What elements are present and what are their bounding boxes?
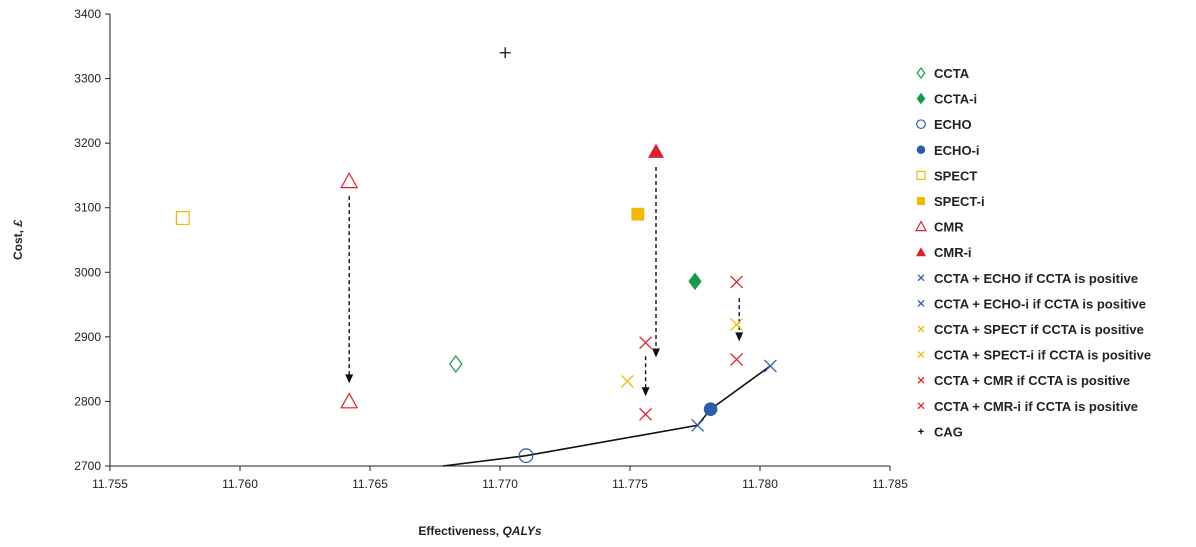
arrow-head-1 [345,374,354,384]
arrows [345,167,744,397]
x-tick-label-11.755: 11.755 [92,477,128,491]
y-tick-label-3100: 3100 [74,201,101,215]
x-tick-label-11.785: 11.785 [872,477,908,491]
legend-marker-cmr-i [916,247,926,257]
legend-marker-ccta-cmr-if-ccta-is-positive [917,376,925,384]
y-tick-label-2900: 2900 [74,330,101,344]
legend-marker-ccta-spect-if-ccta-is-positive [917,325,925,333]
point-ccta [449,354,463,373]
point-echo [518,448,534,464]
legend-marker-ccta-echo-if-ccta-is-positive [917,274,925,282]
legend-label-ccta-echo-i-if-ccta-is-positive: CCTA + ECHO-i if CCTA is positive [934,296,1146,311]
legend-label-echo: ECHO [934,117,972,132]
arrow-head-4 [735,332,744,342]
legend-marker-echo-i [916,145,926,155]
point-ccta-i [688,272,702,291]
y-ticks: 2700 2800 2900 3000 3100 3200 3300 3400 [74,7,110,473]
x-axis-title-unit: QALYs [502,524,541,538]
legend-marker-ccta-cmr-i-if-ccta-is-positive [917,402,925,410]
legend-label-cmr: CMR [934,220,964,235]
x-axis-title: Effectiveness, QALYs [418,524,541,538]
legend-marker-ccta [916,67,926,79]
legend-label-ccta: CCTA [934,66,970,81]
y-tick-label-3000: 3000 [74,265,101,279]
legend-marker-spect [916,170,926,180]
point-spect [175,211,190,226]
point-ccta-cmr-if-ccta-is-positive-2 [730,352,744,366]
x-tick-label-11.775: 11.775 [612,477,648,491]
y-axis-title: Cost, £ [11,220,25,260]
legend-marker-spect-i [917,197,925,205]
point-echo-i [703,402,718,416]
y-tick-label-3300: 3300 [74,72,101,86]
legend-marker-ccta-echo-i-if-ccta-is-positive [917,299,925,307]
legend-marker-cmr [914,220,928,232]
y-tick-label-2700: 2700 [74,459,101,473]
arrow-head-3 [641,387,650,397]
point-spect-i [631,207,645,221]
arrow-head-2 [652,348,660,358]
point-ccta-spect-if-ccta-is-positive [620,374,634,388]
legend-label-ccta-spect-i-if-ccta-is-positive: CCTA + SPECT-i if CCTA is positive [934,348,1151,363]
legend-marker-ccta-i [916,92,926,105]
point-ccta-echo-if-ccta-is-positive [691,418,705,432]
legend-label-echo-i: ECHO-i [934,143,980,158]
legend-label-spect: SPECT [934,168,977,183]
point-cmr-i [648,143,664,158]
legend-label-ccta-cmr-if-ccta-is-positive: CCTA + CMR if CCTA is positive [934,373,1130,388]
point-ccta-spect-i-if-ccta-is-positive [730,318,744,332]
y-axis-title-unit: £ [11,220,25,228]
cost-effectiveness-frontier [442,365,771,467]
legend-label-spect-i: SPECT-i [934,194,985,209]
legend-label-ccta-echo-if-ccta-is-positive: CCTA + ECHO if CCTA is positive [934,271,1138,286]
legend-label-cag: CAG [934,424,963,439]
data-points [175,47,777,464]
legend-label-ccta-spect-if-ccta-is-positive: CCTA + SPECT if CCTA is positive [934,322,1144,337]
x-ticks: 11.755 11.760 11.765 11.770 11.775 11.780 11.7… [92,466,908,491]
frontier-line [442,365,771,467]
legend: CCTA CCTA-i ECHO ECHO-i SPECT SPECT-i CMR CMR-i… [914,66,1151,439]
x-tick-label-11.780: 11.780 [742,477,778,491]
point-cag [499,47,511,59]
point-ccta-echo-i-if-ccta-is-positive [763,359,777,373]
point-cmr-2 [340,392,359,409]
x-tick-label-11.760: 11.760 [222,477,258,491]
x-tick-label-11.770: 11.770 [482,477,518,491]
legend-marker-echo [916,119,926,130]
legend-label-ccta-cmr-i-if-ccta-is-positive: CCTA + CMR-i if CCTA is positive [934,399,1138,414]
legend-label-cmr-i: CMR-i [934,245,972,260]
y-tick-label-3400: 3400 [74,7,101,21]
y-axis-title-text: Cost, [11,227,25,260]
point-ccta-cmr-if-ccta-is-positive-1 [639,407,653,421]
legend-marker-cag [918,428,924,435]
legend-marker-ccta-spect-i-if-ccta-is-positive [917,351,925,359]
y-tick-label-2800: 2800 [74,394,101,408]
point-ccta-cmr-i-if-ccta-is-positive-2 [730,275,744,289]
y-tick-label-3200: 3200 [74,136,101,150]
point-cmr-1 [340,172,359,189]
x-tick-label-11.765: 11.765 [352,477,388,491]
legend-label-ccta-i: CCTA-i [934,92,977,107]
point-ccta-cmr-i-if-ccta-is-positive-1 [639,336,653,350]
x-axis-title-text: Effectiveness, [418,524,502,538]
